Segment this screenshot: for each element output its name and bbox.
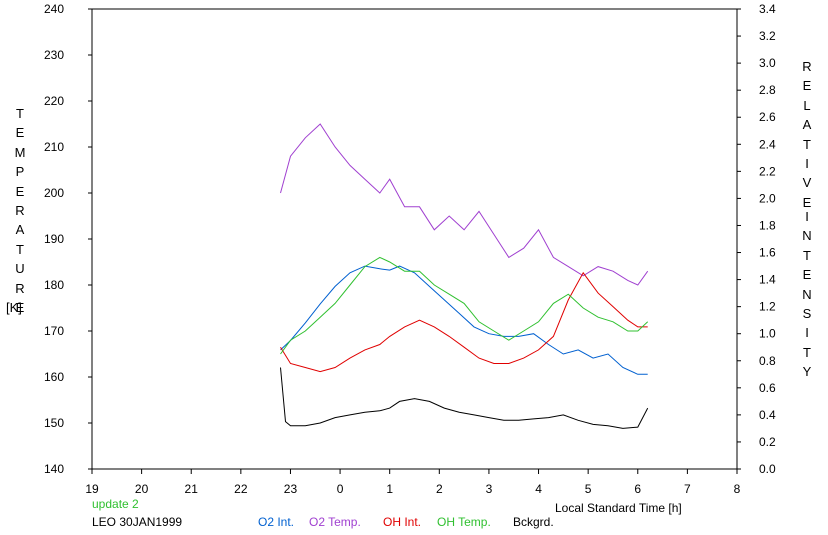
axis-label-letter: A <box>15 222 25 238</box>
left-tick-label: 210 <box>44 140 64 154</box>
axis-label-letter: Y <box>802 364 812 380</box>
axis-label-letter: U <box>15 261 25 277</box>
plot-area <box>91 8 738 470</box>
axis-label-letter: S <box>802 306 812 322</box>
axis-label-letter: I <box>805 156 809 172</box>
right-tick-label: 1.8 <box>759 218 776 232</box>
series-layer <box>280 123 649 429</box>
left-tick-label: 140 <box>44 462 64 476</box>
left-tick-label: 150 <box>44 416 64 430</box>
axis-label-letter: N <box>802 286 812 302</box>
left-tick-label: 180 <box>44 278 64 292</box>
series-line-bckgrd <box>280 367 649 429</box>
x-tick-label: 3 <box>486 482 493 496</box>
x-tick-label: 22 <box>234 482 248 496</box>
left-axis-unit: [K] <box>6 300 22 315</box>
axis-label-letter: E <box>15 300 25 316</box>
right-tick-label: 1.2 <box>759 300 776 314</box>
right-tick-label: 2.4 <box>759 137 776 151</box>
right-tick-label: 2.2 <box>759 164 776 178</box>
axis-label-letter: R <box>802 59 812 74</box>
right-tick-label: 3.4 <box>759 2 776 16</box>
x-axis-label: Local Standard Time [h] <box>555 501 682 515</box>
x-tick-label: 4 <box>535 482 542 496</box>
right-tick-label: 2.6 <box>759 110 776 124</box>
left-tick-label: 240 <box>44 2 64 16</box>
right-axis: 0.0 0.2 0.4 0.6 0.8 1.0 1.2 1.4 1.6 1.8 2.0 2.2 2.4 2… <box>737 2 776 476</box>
axis-label-letter: N <box>802 228 812 244</box>
series-line-o2-int <box>280 265 648 375</box>
axis-label-letter: T <box>16 106 24 121</box>
axis-label-letter: R <box>15 203 25 219</box>
x-axis: 19 20 21 22 23 0 1 2 3 4 5 6 7 8 <box>85 469 741 496</box>
legend-item: O2 Temp. <box>309 515 361 529</box>
axis-label-letter: A <box>802 117 812 133</box>
x-tick-label: 2 <box>436 482 443 496</box>
x-tick-label: 19 <box>85 482 99 496</box>
axis-label-letter: I <box>805 209 809 224</box>
axis-label-letter: T <box>803 247 811 263</box>
axis-label-letter: E <box>15 183 25 199</box>
axis-label-letter: L <box>803 97 811 113</box>
left-tick-label: 200 <box>44 186 64 200</box>
right-tick-label: 0.0 <box>759 462 776 476</box>
axis-label-letter: E <box>802 78 812 94</box>
legend-item: O2 Int. <box>258 515 295 529</box>
x-tick-label: 8 <box>734 482 741 496</box>
x-tick-label: 1 <box>386 482 393 496</box>
right-tick-label: 3.0 <box>759 56 776 70</box>
legend-item: OH Temp. <box>437 515 491 529</box>
axis-label-letter: P <box>15 164 25 180</box>
left-tick-label: 230 <box>44 48 64 62</box>
axis-label-letter: E <box>802 267 812 283</box>
axis-label-letter: M <box>14 144 26 160</box>
x-tick-label: 7 <box>684 482 691 496</box>
axis-label-letter: R <box>15 280 25 296</box>
right-tick-label: 2.0 <box>759 191 776 205</box>
series-line-o2-temp <box>280 123 649 286</box>
series-line-oh-int <box>280 271 648 373</box>
right-tick-label: 0.6 <box>759 381 776 395</box>
x-tick-label: 5 <box>585 482 592 496</box>
axis-label-letter: T <box>803 136 811 152</box>
x-tick-label: 6 <box>634 482 641 496</box>
axis-label-letter: I <box>805 325 809 341</box>
x-tick-label: 23 <box>284 482 298 496</box>
right-tick-label: 0.4 <box>759 408 776 422</box>
axis-label-letter: T <box>803 344 811 360</box>
left-axis: 140 150 160 170 180 190 200 210 220 230 240 <box>44 2 92 476</box>
station-text: LEO 30JAN1999 <box>92 515 183 529</box>
axis-label-letter: V <box>802 175 812 191</box>
right-tick-label: 1.4 <box>759 273 776 287</box>
right-tick-label: 1.0 <box>759 327 776 341</box>
series-line-oh-temp <box>280 256 649 355</box>
legend-item: Bckgrd. <box>513 515 554 529</box>
axis-label-letter: T <box>16 241 24 257</box>
x-tick-label: 20 <box>135 482 149 496</box>
left-tick-label: 190 <box>44 232 64 246</box>
right-tick-label: 0.2 <box>759 435 776 449</box>
right-tick-label: 3.2 <box>759 29 776 43</box>
left-tick-label: 220 <box>44 94 64 108</box>
axis-label-letter: E <box>802 194 812 210</box>
right-tick-label: 0.8 <box>759 354 776 368</box>
x-tick-label: 21 <box>185 482 199 496</box>
legend-item: OH Int. <box>383 515 422 529</box>
right-tick-label: 1.6 <box>759 246 776 260</box>
right-tick-label: 2.8 <box>759 83 776 97</box>
left-tick-label: 160 <box>44 370 64 384</box>
axis-label-letter: E <box>15 125 25 141</box>
x-tick-label: 0 <box>337 482 344 496</box>
left-tick-label: 170 <box>44 324 64 338</box>
update-text: update 2 <box>92 497 139 511</box>
